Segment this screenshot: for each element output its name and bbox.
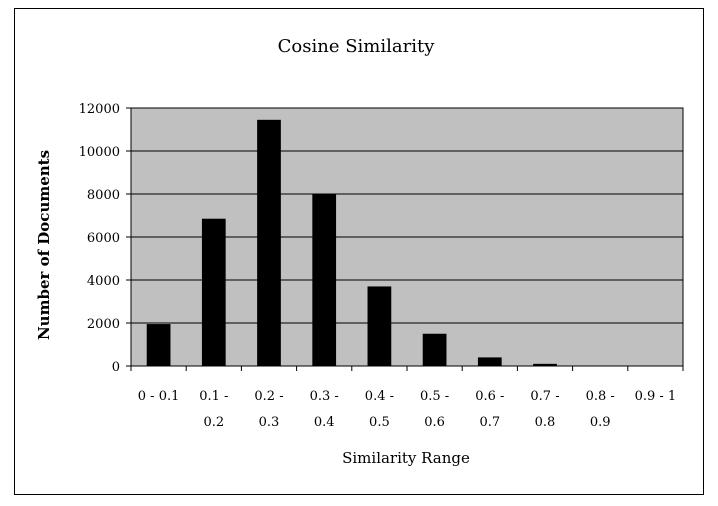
bars — [146, 119, 668, 366]
x-tick-label: 0.7 — [479, 415, 500, 430]
x-tick-label: 0.3 - — [310, 389, 339, 404]
x-tick-label: 0.7 - — [530, 389, 559, 404]
chart-title: Cosine Similarity — [278, 36, 436, 57]
y-tick-label: 0 — [112, 360, 120, 375]
x-tick-label: 0.3 — [259, 415, 280, 430]
x-axis: 0 - 0.1 0.1 - 0.2 0.2 - 0.3 0.3 - 0.4 0.4 - 0.5 0… — [130, 366, 684, 430]
bar — [477, 357, 502, 366]
y-tick-label: 8000 — [87, 188, 120, 203]
x-tick-label: 0.5 — [369, 415, 390, 430]
y-tick-label: 2000 — [87, 317, 120, 332]
x-axis-label: Similarity Range — [342, 449, 470, 467]
x-tick-label: 0 - 0.1 — [138, 389, 180, 404]
x-tick-label: 0.2 - — [254, 389, 283, 404]
bar — [146, 324, 171, 366]
bar — [257, 119, 281, 366]
y-axis-label: Number of Documents — [35, 150, 53, 340]
x-tick-label: 0.4 — [314, 415, 335, 430]
y-axis: 0 2000 4000 6000 8000 10000 12000 — [79, 102, 131, 375]
bar — [312, 194, 337, 366]
bar — [201, 218, 226, 366]
y-tick-label: 12000 — [79, 102, 120, 117]
bar — [367, 286, 392, 366]
x-tick-label: 0.2 — [203, 415, 224, 430]
x-tick-label: 0.6 - — [475, 389, 504, 404]
bar — [422, 333, 447, 366]
y-tick-label: 10000 — [79, 145, 120, 160]
x-tick-label: 0.5 - — [420, 389, 449, 404]
x-tick-label: 0.9 - 1 — [635, 389, 677, 404]
bar — [533, 363, 557, 366]
x-tick-label: 0.1 - — [199, 389, 228, 404]
y-tick-label: 4000 — [87, 274, 120, 289]
x-tick-label: 0.8 - — [586, 389, 615, 404]
x-tick-label: 0.8 — [535, 415, 556, 430]
x-tick-label: 0.6 — [424, 415, 445, 430]
y-tick-label: 6000 — [87, 231, 120, 246]
x-tick-label: 0.4 - — [365, 389, 394, 404]
x-tick-label: 0.9 — [590, 415, 611, 430]
